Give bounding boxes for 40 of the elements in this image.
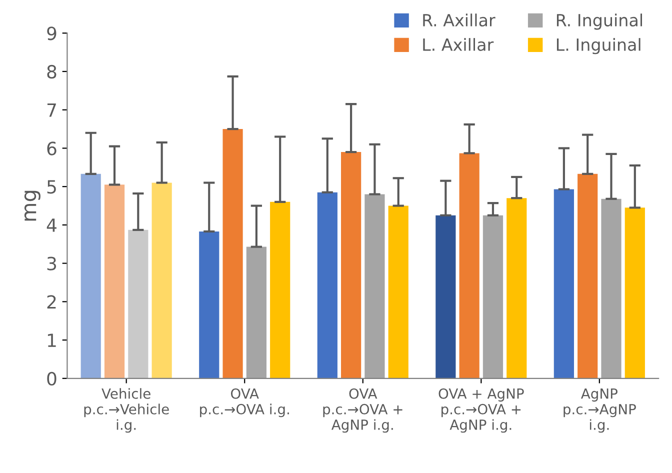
bar: [459, 153, 480, 378]
bar: [128, 230, 148, 378]
x-tick-label: OVA p.c.→OVA i.g.: [200, 388, 289, 418]
bar: [270, 202, 290, 378]
bar: [246, 246, 266, 378]
x-tick-label: OVA p.c.→OVA + AgNP i.g.: [323, 388, 402, 433]
x-tick-label: OVA + AgNP p.c.→OVA + AgNP i.g.: [438, 388, 524, 433]
bar: [436, 215, 456, 378]
bar: [624, 208, 645, 378]
y-tick-label: 9: [47, 26, 56, 40]
y-tick-label: 2: [47, 295, 56, 309]
bar: [317, 192, 338, 378]
bar: [152, 182, 172, 378]
bar: [601, 198, 622, 378]
y-tick-label: 1: [48, 334, 56, 347]
y-tick-label: 6: [47, 142, 56, 156]
bar: [222, 129, 243, 378]
bar: [506, 198, 527, 378]
x-tick-label: AgNP p.c.→AgNP i.g.: [564, 388, 636, 433]
bar: [364, 194, 385, 378]
legend-label: L. Axillar: [423, 38, 494, 51]
y-tick-label: 5: [47, 180, 56, 194]
bar: [199, 231, 220, 378]
legend-label: R. Inguinal: [556, 14, 642, 30]
bar: [388, 206, 408, 378]
bar: [80, 174, 101, 378]
y-tick-label: 4: [46, 218, 56, 232]
bar: [554, 189, 574, 378]
y-tick-label: 8: [47, 64, 56, 79]
legend-label: L. Inguinal: [556, 38, 640, 54]
bar: [578, 174, 598, 378]
y-axis-title: mg: [24, 190, 40, 221]
y-tick-label: 7: [47, 104, 56, 117]
bar: [104, 184, 125, 378]
x-tick-label: Vehicle p.c.→Vehicle i.g.: [84, 388, 169, 433]
y-tick-label: 0: [47, 372, 56, 386]
y-tick-label: 3: [47, 256, 56, 270]
bar: [341, 152, 362, 378]
legend-label: R. Axillar: [423, 14, 496, 26]
bar: [482, 215, 504, 378]
